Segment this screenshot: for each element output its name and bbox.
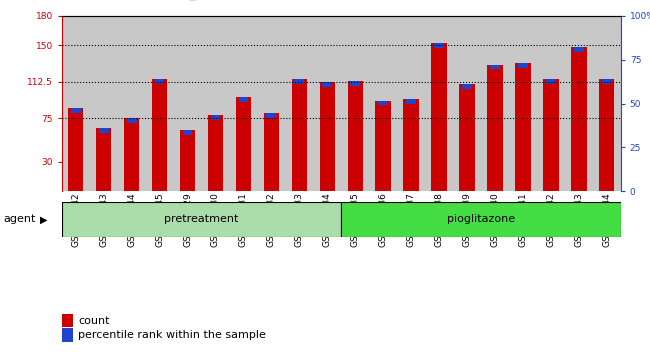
Bar	[266, 113, 276, 118]
Bar	[425, 16, 453, 191]
Bar	[515, 63, 530, 191]
Bar	[313, 16, 341, 191]
Bar	[294, 79, 304, 84]
Bar	[180, 130, 195, 191]
Bar	[71, 108, 81, 113]
Bar	[571, 47, 586, 191]
Bar	[155, 79, 164, 84]
Bar	[434, 43, 444, 48]
Bar	[124, 118, 139, 191]
Bar	[546, 79, 556, 84]
Bar	[376, 101, 391, 191]
Bar	[208, 115, 223, 191]
Bar	[341, 16, 369, 191]
Bar	[348, 81, 363, 191]
Bar	[369, 16, 397, 191]
Bar	[236, 97, 251, 191]
Bar	[378, 101, 388, 105]
Bar	[62, 16, 90, 191]
Bar	[602, 79, 612, 84]
Text: percentile rank within the sample: percentile rank within the sample	[78, 330, 266, 340]
Bar	[239, 97, 248, 102]
FancyBboxPatch shape	[341, 202, 621, 237]
Bar	[146, 16, 174, 191]
Bar	[320, 82, 335, 191]
Bar	[481, 16, 509, 191]
Bar	[257, 16, 285, 191]
Bar	[264, 113, 279, 191]
Bar	[462, 84, 472, 89]
Bar	[537, 16, 565, 191]
Bar	[488, 64, 502, 191]
Bar	[406, 99, 416, 103]
Bar	[397, 16, 425, 191]
Text: pretreatment: pretreatment	[164, 215, 239, 224]
Text: count: count	[78, 316, 109, 326]
Bar	[593, 16, 621, 191]
FancyBboxPatch shape	[62, 202, 341, 237]
Bar	[285, 16, 313, 191]
Bar	[90, 16, 118, 191]
Bar	[574, 47, 584, 52]
Bar	[404, 99, 419, 191]
Bar	[99, 128, 109, 133]
Bar	[432, 43, 447, 191]
Bar	[127, 118, 136, 123]
Bar	[211, 115, 220, 120]
Bar	[490, 64, 500, 69]
Text: pioglitazone: pioglitazone	[447, 215, 515, 224]
Bar	[229, 16, 257, 191]
Bar	[202, 16, 229, 191]
Text: agent: agent	[3, 215, 36, 224]
Bar	[96, 128, 111, 191]
Bar	[453, 16, 481, 191]
Bar	[599, 79, 614, 191]
Bar	[543, 79, 558, 191]
Bar	[118, 16, 146, 191]
Bar	[183, 130, 192, 135]
Bar	[350, 81, 360, 86]
Bar	[322, 82, 332, 87]
Text: ▶: ▶	[40, 215, 48, 224]
Bar	[518, 63, 528, 68]
Bar	[509, 16, 537, 191]
Bar	[152, 79, 167, 191]
Bar	[460, 84, 474, 191]
Bar	[565, 16, 593, 191]
Bar	[174, 16, 202, 191]
Bar	[68, 108, 83, 191]
Bar	[292, 79, 307, 191]
